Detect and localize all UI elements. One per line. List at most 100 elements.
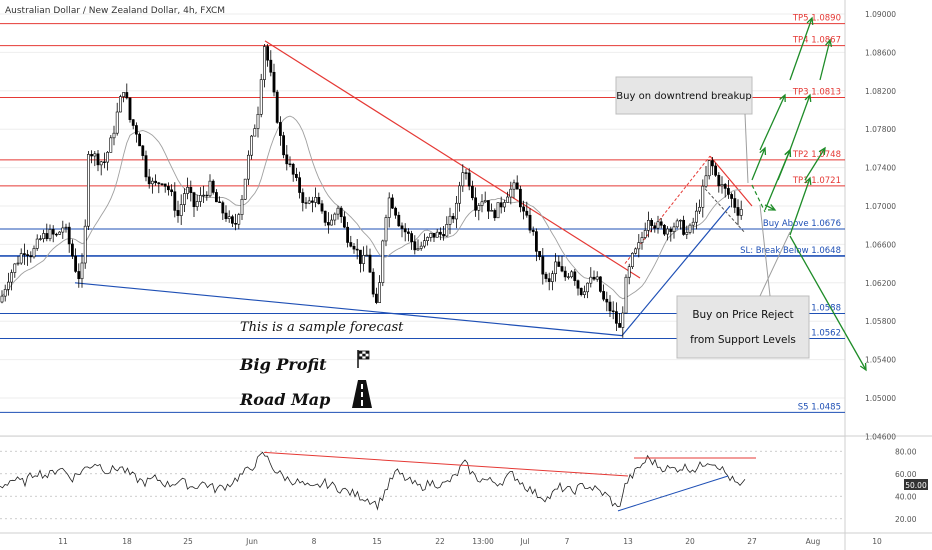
candle-body-195: [624, 276, 628, 314]
arrow-c1-shaft: [789, 17, 813, 81]
finish-flag-icon: [357, 350, 370, 368]
candle-body-75: [240, 198, 244, 215]
candle-body-100: [320, 203, 324, 212]
time-tick-11: 20: [685, 537, 695, 546]
candle-body-210: [672, 226, 676, 232]
ma-line: [1, 115, 742, 300]
candle-body-127: [406, 231, 410, 234]
candle-body-230: [736, 207, 740, 216]
candle-body-7: [22, 253, 26, 255]
candle-body-181: [579, 287, 583, 295]
rsi-tick-1: 40.00: [895, 492, 917, 501]
candle-body-205: [656, 221, 660, 229]
candle-body-112: [358, 249, 362, 264]
time-tick-14: 10: [872, 537, 882, 546]
price-tick-10: 1.08600: [865, 48, 896, 57]
arrow-c2-shaft: [819, 39, 831, 81]
candle-body-179: [573, 271, 577, 281]
arrow-d1-head: [784, 148, 792, 158]
time-tick-1: 18: [122, 537, 132, 546]
candle-body-89: [285, 154, 289, 165]
candle-body-156: [499, 202, 503, 208]
candle-body-190: [608, 301, 612, 312]
candle-body-50: [160, 183, 164, 185]
rsi-value-badge: [904, 479, 928, 490]
candle-body-86: [275, 91, 279, 123]
candle-body-47: [151, 180, 154, 185]
candle-body-216: [691, 221, 695, 226]
candle-body-27: [87, 154, 90, 227]
candle-body-10: [32, 248, 36, 258]
candle-body-35: [112, 132, 116, 139]
candle-body-107: [342, 216, 346, 228]
annotations: Australian Dollar / New Zealand Dollar, …: [5, 6, 810, 409]
candle-body-94: [301, 192, 305, 203]
time-axis: 11 18 25 Jun 8 15 22 13:00 Jul 7 13 20 27 Aug 10: [58, 537, 882, 546]
level-label-BuyAbove: Buy Above 1.0676: [763, 219, 841, 229]
candle-body-133: [426, 237, 430, 241]
candle-body-215: [688, 224, 692, 233]
candle-body-82: [262, 46, 266, 80]
candle-body-33: [106, 152, 110, 163]
price-tick-5: 1.06600: [865, 240, 896, 249]
level-label-S3: S3 1.0588: [798, 304, 841, 314]
candle-body-39: [125, 92, 129, 99]
candle-body-134: [429, 232, 433, 238]
candle-body-104: [333, 213, 337, 221]
candle-body-23: [74, 255, 78, 272]
candle-body-188: [602, 291, 606, 300]
level-label-S4: S4 1.0562: [798, 328, 841, 338]
candle-body-183: [586, 282, 590, 293]
arrow-d2-shaft: [789, 177, 811, 236]
candle-body-117: [374, 293, 378, 303]
candle-body-9: [29, 255, 33, 258]
candle-body-46: [147, 176, 151, 185]
candle-body-137: [438, 231, 442, 235]
candle-body-14: [45, 233, 49, 240]
forecast-note: This is a sample forecast: [240, 320, 404, 335]
candle-body-214: [685, 232, 689, 235]
level-label-S5: S5 1.0485: [798, 402, 841, 412]
candle-body-113: [362, 255, 366, 264]
candle-body-177: [566, 276, 570, 278]
candle-body-180: [576, 280, 580, 289]
time-tick-10: 13: [623, 537, 633, 546]
callout-downtrend-box: [615, 76, 753, 115]
candle-body-12: [38, 238, 42, 240]
candle-body-135: [432, 232, 436, 238]
candle-body-36: [115, 111, 119, 134]
candle-body-231: [739, 209, 743, 216]
forecast-arrows: [751, 16, 867, 372]
candle-body-145: [464, 172, 468, 174]
candle-body-52: [167, 186, 170, 191]
price-tick-0: 1.04600: [865, 432, 896, 441]
candle-body-40: [128, 97, 132, 120]
candle-body-71: [227, 216, 231, 219]
candle-body-101: [323, 210, 327, 223]
arrow-b2-head: [804, 93, 812, 103]
candle-body-106: [339, 207, 343, 218]
candle-body-224: [717, 174, 721, 187]
candle-body-223: [714, 165, 718, 176]
candle-body-97: [310, 200, 314, 203]
candle-body-217: [694, 210, 698, 223]
time-tick-2: 25: [183, 537, 193, 546]
candle-body-51: [163, 183, 167, 187]
candle-body-203: [650, 220, 654, 226]
candle-body-26: [83, 225, 87, 264]
candle-body-185: [592, 276, 596, 280]
arrow-a3-head: [818, 146, 826, 156]
candle-body-184: [589, 276, 593, 284]
candle-body-140: [448, 215, 452, 225]
candle-body-67: [215, 192, 218, 203]
arrow-a3-shaft: [804, 147, 826, 181]
candle-body-125: [400, 225, 404, 229]
candle-body-226: [723, 184, 727, 189]
candle-body-189: [605, 298, 609, 303]
candle-body-150: [480, 201, 484, 206]
price-tick-6: 1.07000: [865, 202, 896, 211]
candle-body-194: [621, 312, 625, 328]
candle-body-208: [666, 228, 670, 235]
candle-body-99: [317, 197, 321, 205]
